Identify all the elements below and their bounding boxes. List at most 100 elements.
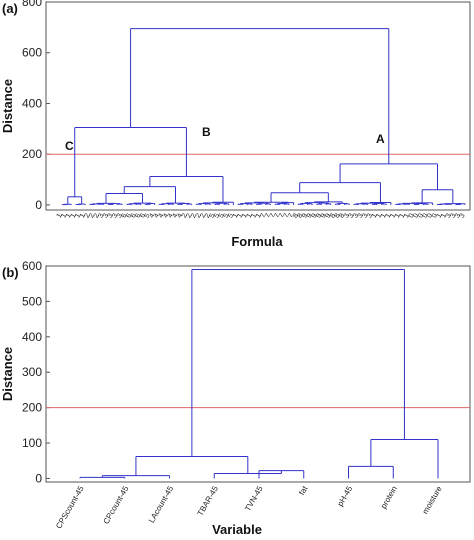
leaf-label: 5 (227, 212, 235, 219)
leaf-label: 4 (153, 212, 161, 219)
leaf-label: 7 (283, 212, 291, 219)
y-tick-label-b: 400 (22, 330, 42, 344)
leaf-label: 1 (246, 212, 254, 219)
leaf-label: 1 (236, 212, 244, 219)
leaf-label: 1 (398, 212, 406, 219)
leaf-label: 5 (218, 212, 226, 219)
leaf-label-variable: CPcount-45 (102, 484, 131, 526)
leaf-label-variable: pH-45 (336, 484, 355, 508)
y-tick-label-a: 400 (22, 96, 42, 110)
leaf-label: 0 (431, 212, 439, 219)
leaf-labels-a: 1111112223333366666544444442222225555511… (56, 212, 467, 219)
leaf-label: 0 (412, 212, 420, 219)
y-axis-title-b: Distance (0, 347, 15, 401)
y-tick-label-b: 600 (22, 259, 42, 273)
leaf-label: 4 (162, 212, 170, 219)
leaf-label: 3 (352, 212, 360, 219)
leaf-label: 8 (334, 212, 342, 219)
leaf-label: 6 (125, 212, 133, 219)
leaf-label: 8 (329, 212, 337, 219)
leaf-label: 3 (361, 212, 369, 219)
panel-b: (b) 0 100 200 300 400 500 600 CPScount-45 CPcou… (0, 259, 471, 537)
leaf-label: 4 (158, 212, 166, 219)
leaf-label: 3 (343, 212, 351, 219)
leaf-label: 1 (56, 212, 64, 219)
dendrogram-links-a (61, 28, 466, 206)
leaf-label: 9 (310, 212, 318, 219)
leaf-label: 8 (338, 212, 346, 219)
leaf-label: 3 (102, 212, 110, 219)
leaf-label-variable: fat (297, 484, 310, 497)
leaf-label: 2 (93, 212, 101, 219)
leaf-label-variable: CPScount-45 (54, 484, 86, 530)
leaf-label: 1 (60, 212, 68, 219)
leaf-label: 1 (255, 212, 263, 219)
leaf-label: 1 (65, 212, 73, 219)
plot-frame-b (45, 265, 471, 483)
leaf-label: 1 (380, 212, 388, 219)
leaf-label: 3 (366, 212, 374, 219)
leaf-label: 1 (250, 212, 258, 219)
leaf-label: 7 (278, 212, 286, 219)
panel-label-b: (b) (2, 265, 19, 280)
leaf-label: 2 (185, 212, 193, 219)
leaf-label: 1 (241, 212, 249, 219)
leaf-label: 3 (445, 212, 453, 219)
leaf-label: 2 (190, 212, 198, 219)
y-ticks-b: 0 100 200 300 400 500 600 (22, 259, 50, 485)
x-axis-title-b: Variable (212, 522, 262, 537)
leaf-label: 9 (301, 212, 309, 219)
leaf-label: 7 (273, 212, 281, 219)
y-tick-label-b: 200 (22, 401, 42, 415)
leaf-label: 1 (232, 212, 240, 219)
leaf-label: 4 (167, 212, 175, 219)
leaf-label: 0 (417, 212, 425, 219)
y-ticks-a: 0 200 400 600 800 (22, 0, 50, 212)
leaf-label-variable: protein (379, 485, 399, 511)
leaf-label: 8 (292, 212, 300, 219)
leaf-label: 1 (385, 212, 393, 219)
leaf-label: 1 (403, 212, 411, 219)
y-tick-label-b: 500 (22, 294, 42, 308)
leaf-label-variable: LAcount-45 (147, 484, 176, 524)
y-axis-title-a: Distance (0, 79, 15, 133)
leaf-label: 2 (195, 212, 203, 219)
y-tick-label-b: 300 (22, 365, 42, 379)
leaf-label: 3 (357, 212, 365, 219)
leaf-label: 4 (172, 212, 180, 219)
leaf-label: 3 (107, 212, 115, 219)
leaf-label: 6 (139, 212, 147, 219)
y-tick-label-a: 800 (22, 0, 42, 9)
leaf-label: 8 (297, 212, 305, 219)
y-tick-label-b: 0 (35, 471, 42, 485)
leaf-label: 4 (148, 212, 156, 219)
leaf-label: 0 (422, 212, 430, 219)
leaf-label: 5 (144, 212, 152, 219)
leaf-label: 2 (199, 212, 207, 219)
leaf-label: 7 (287, 212, 295, 219)
leaf-label: 3 (111, 212, 119, 219)
leaf-label: 7 (264, 212, 272, 219)
leaf-label: 0 (408, 212, 416, 219)
cluster-label-a: A (376, 132, 385, 146)
leaf-label: 9 (320, 212, 328, 219)
y-tick-label-a: 200 (22, 147, 42, 161)
leaf-label: 9 (324, 212, 332, 219)
y-tick-label-b: 100 (22, 436, 42, 450)
leaf-label: 9 (315, 212, 323, 219)
leaf-label: 2 (84, 212, 92, 219)
plot-frame-a (45, 1, 471, 211)
y-tick-label-a: 600 (22, 46, 42, 60)
leaf-label: 7 (260, 212, 268, 219)
cluster-labels-a: A B C (65, 125, 385, 153)
leaf-label: 6 (121, 212, 129, 219)
leaf-label: 1 (70, 212, 78, 219)
leaf-label: 1 (394, 212, 402, 219)
leaf-label: 1 (440, 212, 448, 219)
leaf-label: 3 (459, 212, 467, 219)
cluster-label-c: C (65, 139, 74, 153)
leaf-label: 6 (134, 212, 142, 219)
leaf-label: 7 (269, 212, 277, 219)
